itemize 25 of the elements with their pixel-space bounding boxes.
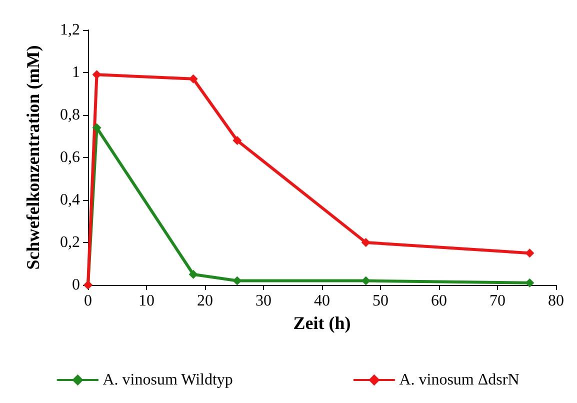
x-tick-label: 40	[314, 292, 330, 310]
legend-label: A. vinosum ΔdsrN	[399, 372, 520, 388]
x-tick-label: 30	[256, 292, 272, 310]
point	[92, 123, 102, 132]
point	[361, 238, 370, 247]
x-tick-label: 50	[372, 292, 388, 310]
point	[188, 270, 198, 279]
x-tick-label: 20	[197, 292, 213, 310]
y-tick-label: 0,4	[60, 192, 80, 208]
x-tick-label: 80	[548, 292, 564, 310]
y-tick-label: 0	[72, 276, 80, 294]
x-tick-label: 60	[431, 292, 447, 310]
x-tick-label: 0	[84, 292, 92, 310]
y-tick-label: 0,6	[60, 149, 80, 166]
point	[525, 248, 534, 258]
x-axis-title: Zeit (h)	[293, 312, 351, 333]
legend-label: A. vinosum Wildtyp	[102, 372, 233, 388]
y-tick-label: 0,8	[60, 106, 80, 124]
x-tick-label: 10	[138, 292, 154, 310]
y-axis-title: Schwefelkonzentration (mM)	[23, 45, 43, 270]
y-tick-label: 1	[72, 64, 80, 81]
point	[232, 136, 242, 145]
x-tick-label: 70	[490, 292, 506, 310]
y-tick-label: 1,2	[60, 22, 80, 38]
y-tick-label: 0,2	[60, 234, 80, 251]
